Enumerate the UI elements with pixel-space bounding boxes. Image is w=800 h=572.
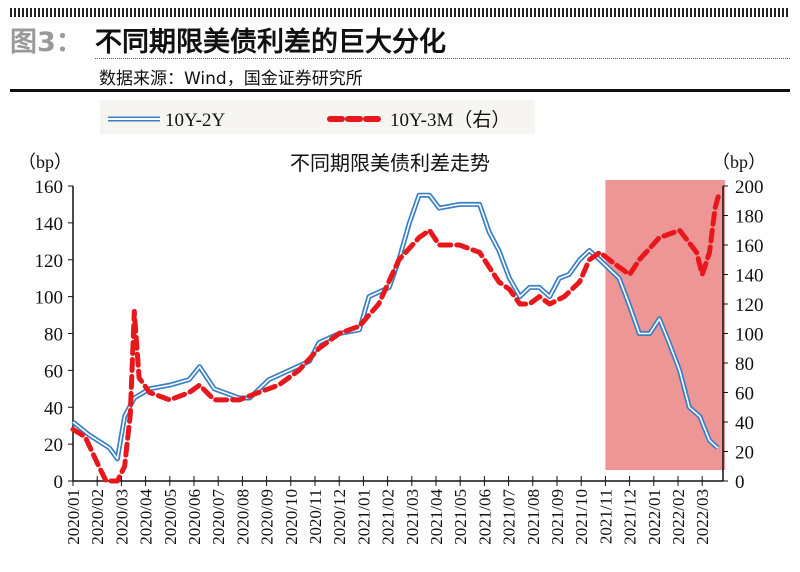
legend-item-10y-3m: 10Y-3M（右） [327,109,510,131]
y-right-tick-label: 180 [735,207,764,228]
x-tick-label: 2020/10 [282,489,301,545]
y-right-tick-label: 200 [735,177,764,198]
x-tick-label: 2021/04 [427,489,446,545]
legend-box [100,100,535,134]
x-tick-label: 2021/02 [379,489,398,545]
y-right-tick-label: 160 [735,236,764,257]
x-tick-label: 2021/11 [596,489,615,544]
y-right-tick-label: 80 [735,354,754,375]
x-tick-label: 2020/03 [112,489,131,545]
x-tick-label: 2020/01 [64,489,83,545]
x-tick-label: 2021/06 [475,489,494,545]
x-tick-label: 2020/04 [137,489,156,545]
x-tick-label: 2021/12 [621,489,640,545]
y-left-tick-label: 140 [35,214,64,235]
x-tick-label: 2020/08 [233,489,252,545]
highlight-region [605,180,725,470]
y-right-tick-label: 0 [735,472,745,493]
chart-title: 不同期限美债利差走势 [290,151,490,175]
y-left-tick-label: 40 [44,398,63,419]
y-right-tick-label: 40 [735,413,754,434]
series-line-10y-3m [70,190,722,484]
y-right-tick-label: 120 [735,295,764,316]
y-left-label: （bp） [18,152,72,172]
title-divider [95,58,790,59]
x-tick-label: 2021/10 [572,489,591,545]
x-tick-label: 2021/08 [524,489,543,545]
x-tick-label: 2022/01 [645,489,664,545]
x-tick-label: 2021/07 [500,489,519,545]
x-tick-label: 2020/12 [330,489,349,545]
y-left-tick-label: 20 [44,435,63,456]
y-left-tick-label: 100 [35,288,64,309]
x-tick-label: 2021/01 [354,489,373,545]
header-hatch-bar [10,8,790,17]
x-tick-label: 2021/05 [451,489,470,545]
legend-label-10y-2y: 10Y-2Y [165,110,225,131]
header-rule [10,89,790,92]
y-right-tick-label: 140 [735,266,764,287]
x-tick-label: 2022/02 [669,489,688,545]
y-left-tick-label: 60 [44,361,63,382]
x-tick-label: 2020/06 [185,489,204,545]
data-source: 数据来源：Wind，国金证券研究所 [99,69,363,89]
figure-title: 不同期限美债利差的巨大分化 [95,27,446,58]
x-tick-label: 2021/03 [403,489,422,545]
x-tick-label: 2020/09 [258,489,277,545]
x-tick-label: 2020/07 [209,489,228,545]
y-right-tick-label: 100 [735,325,764,346]
y-right-tick-label: 20 [735,443,754,464]
y-left-tick-label: 0 [54,472,64,493]
x-tick-label: 2022/03 [693,489,712,545]
y-right-label: （bp） [712,152,766,172]
figure-label: 图3： [10,27,83,58]
y-left-tick-label: 120 [35,251,64,272]
y-left-tick-label: 160 [35,177,64,198]
x-tick-label: 2021/09 [548,489,567,545]
x-tick-label: 2020/02 [88,489,107,545]
y-left-tick-label: 80 [44,325,63,346]
legend-item-10y-2y: 10Y-2Y [108,110,225,131]
x-tick-label: 2020/11 [306,489,325,544]
x-tick-label: 2020/05 [161,489,180,545]
y-right-tick-label: 60 [735,384,754,405]
legend-label-10y-3m: 10Y-3M（右） [390,109,510,131]
series-line-10y-2y-inner [72,194,719,460]
